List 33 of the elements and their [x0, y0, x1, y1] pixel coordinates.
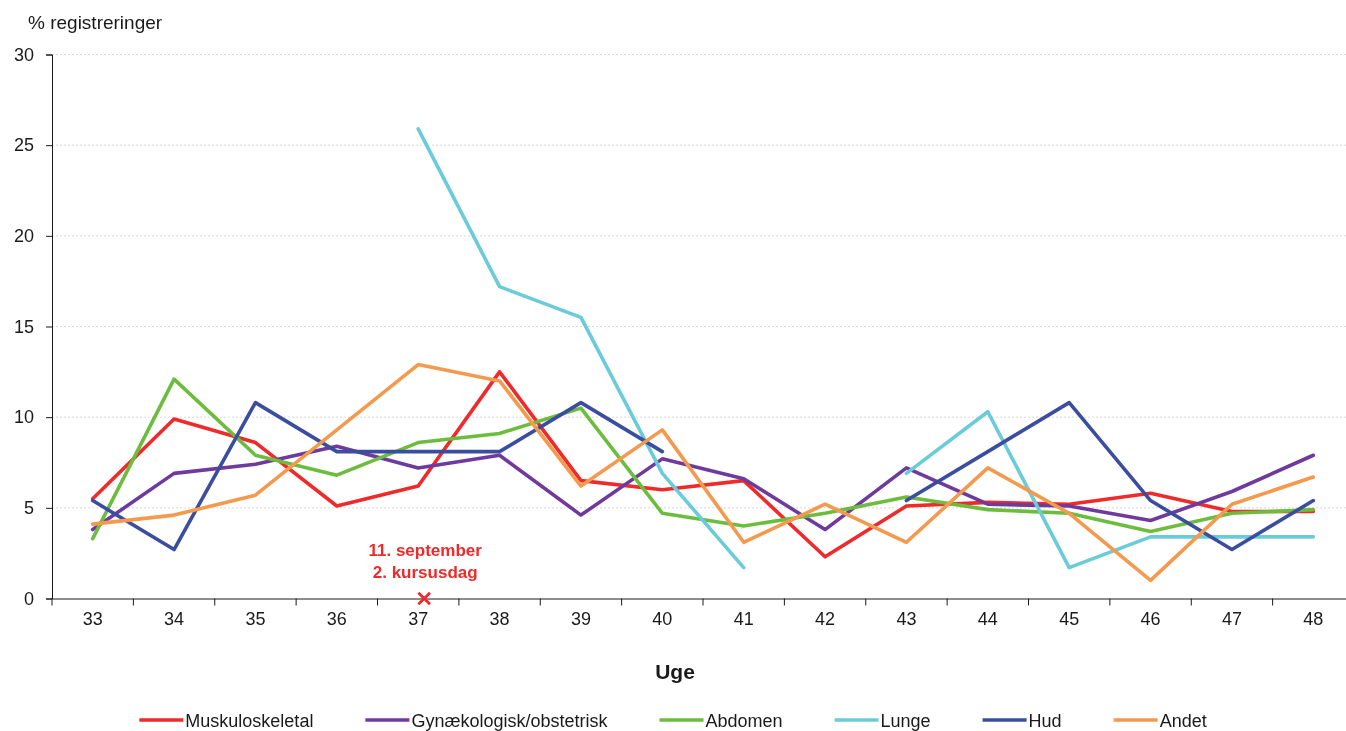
x-tick-label: 47 — [1221, 609, 1242, 630]
y-tick-label: 20 — [13, 226, 34, 247]
x-tick-label: 41 — [733, 609, 754, 630]
line-series — [90, 444, 1316, 532]
y-tick-label: 30 — [13, 44, 34, 65]
y-tick-label: 10 — [13, 407, 34, 428]
x-tick-label: 46 — [1140, 609, 1161, 630]
x-tick-label: 44 — [977, 609, 998, 630]
y-tick-label: 0 — [23, 588, 34, 609]
x-tick-label: 33 — [82, 609, 103, 630]
x-axis-title: Uge — [655, 660, 695, 683]
x-tick-label: 40 — [652, 609, 673, 630]
legend-label: Abdomen — [705, 710, 783, 731]
x-tick-label: 42 — [815, 609, 836, 630]
legend-label: Andet — [1159, 710, 1207, 731]
x-tick-label: 39 — [570, 609, 591, 630]
y-tick-label: 15 — [13, 316, 34, 337]
annotation: 11. september 2. kursusdag — [368, 541, 483, 582]
x-tick-label: 43 — [896, 609, 917, 630]
y-axis-title: % registreringer — [28, 12, 163, 33]
legend-label: Muskuloskeletal — [185, 710, 314, 731]
y-tick-label: 5 — [23, 498, 34, 519]
x-tick-label: 48 — [1303, 609, 1324, 630]
legend-label: Hud — [1028, 710, 1062, 731]
x-tick-label: 34 — [164, 609, 185, 630]
x-tick-label: 37 — [408, 609, 429, 630]
x-tick-label: 36 — [326, 609, 347, 630]
x-tick-label: 38 — [489, 609, 510, 630]
x-tick-label: 45 — [1059, 609, 1080, 630]
legend-label: Lunge — [880, 710, 931, 731]
legend-label: Gynækologisk/obstetrisk — [411, 710, 609, 731]
x-tick-label: 35 — [245, 609, 266, 630]
y-tick-label: 25 — [13, 135, 34, 156]
